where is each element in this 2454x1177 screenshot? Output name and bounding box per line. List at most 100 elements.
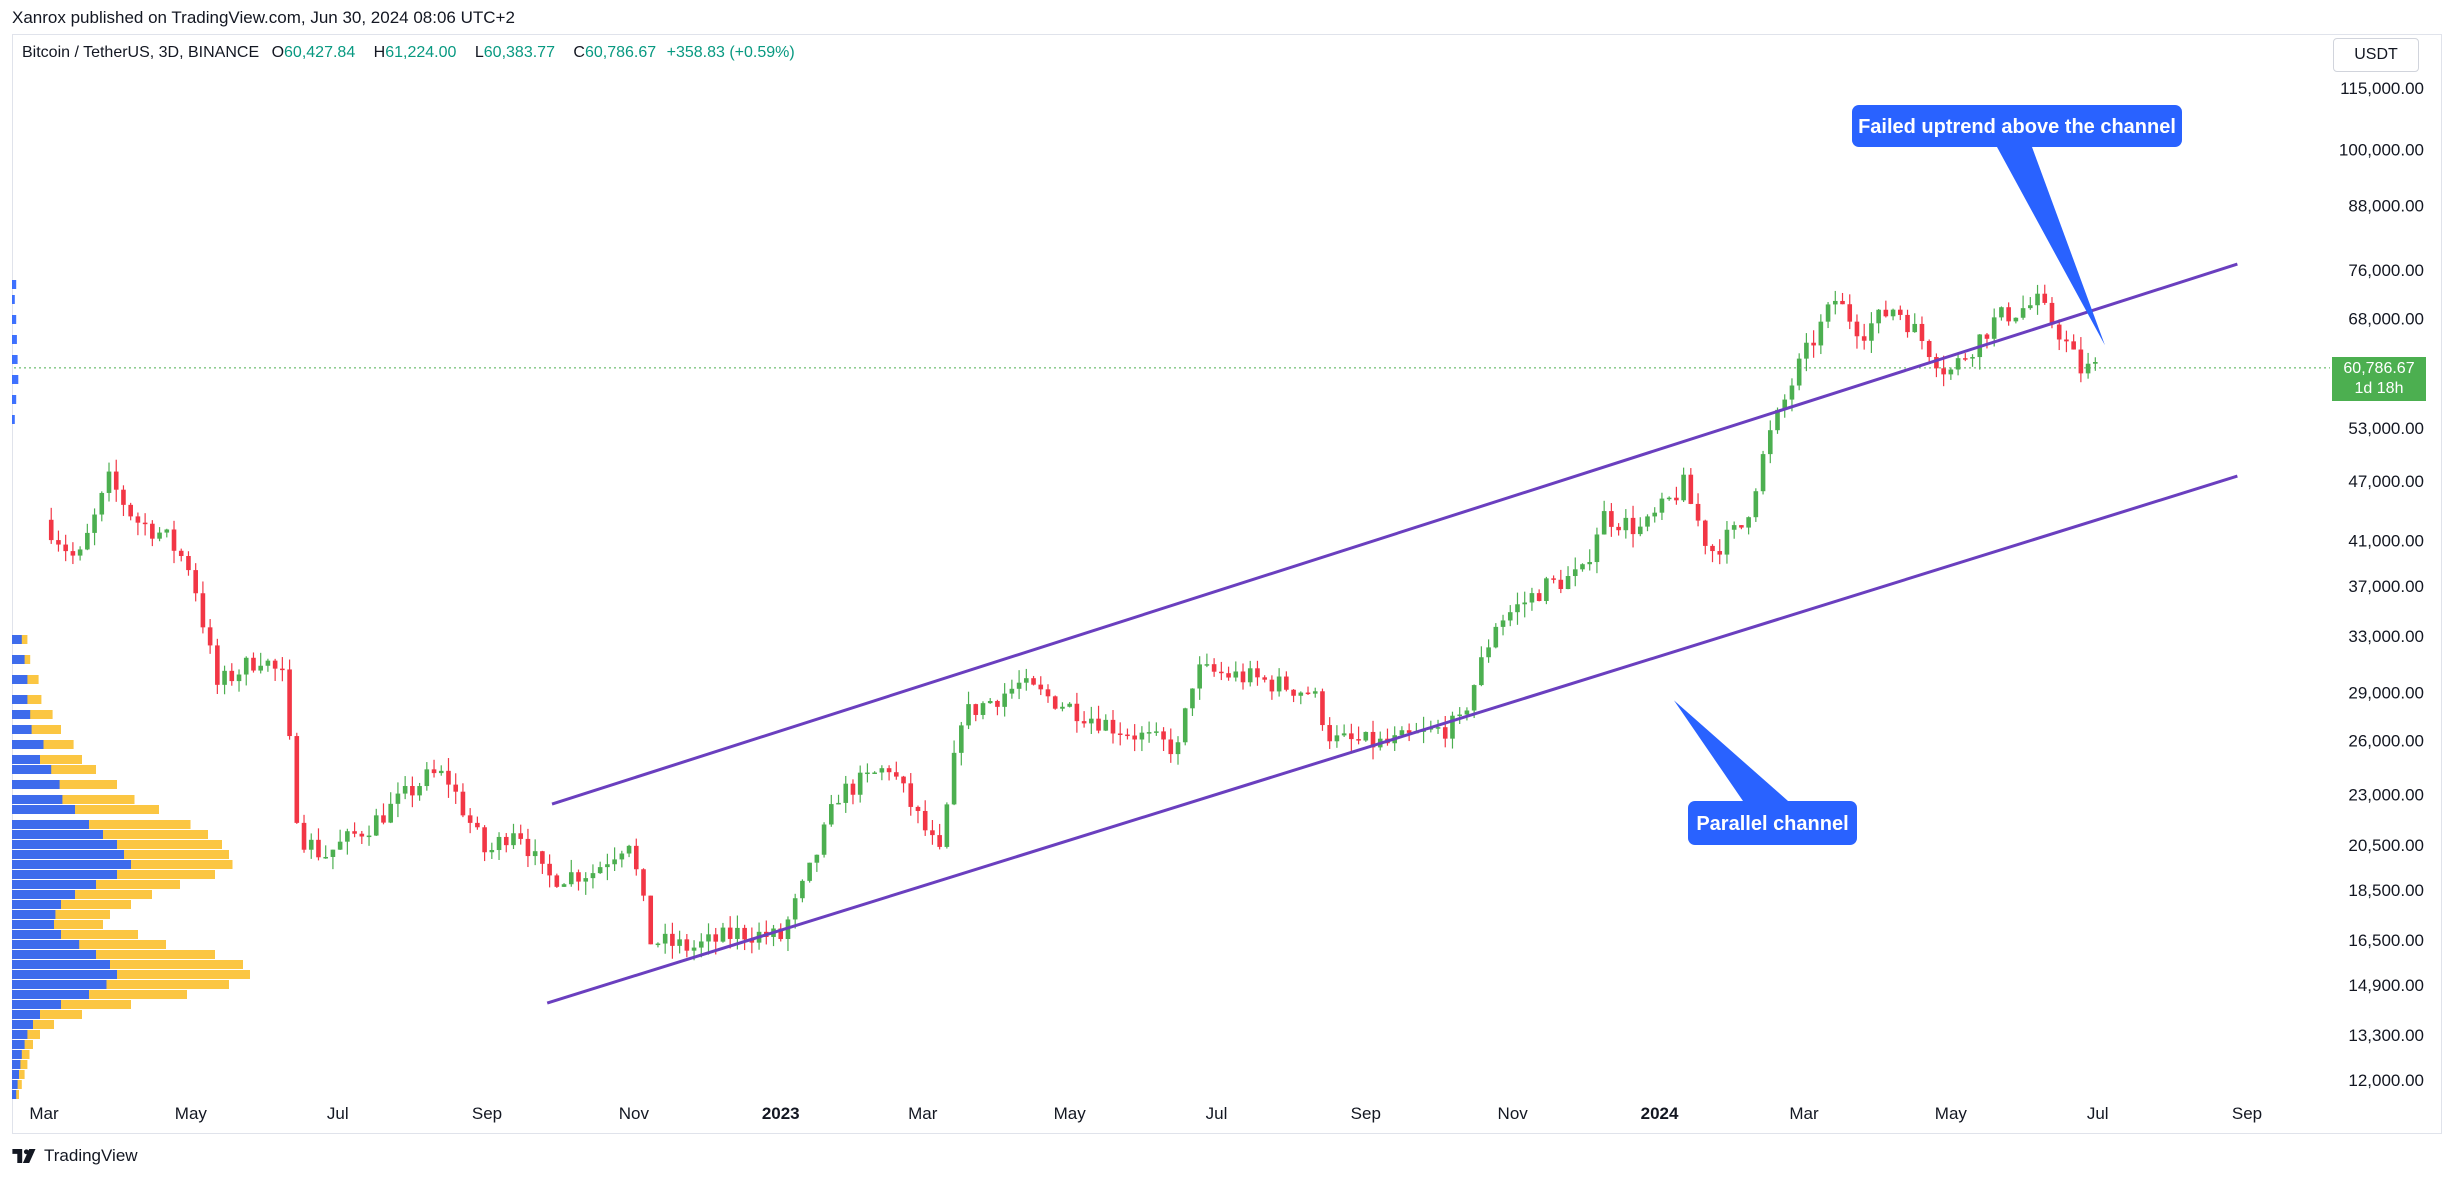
volume-profile-sell-bar — [12, 970, 117, 979]
tradingview-brand[interactable]: TradingView — [12, 1146, 138, 1166]
candle-up — [1182, 708, 1188, 743]
candle-down — [1081, 721, 1087, 724]
candle-down — [2049, 302, 2055, 325]
y-axis-tick-label: 13,300.00 — [2348, 1026, 2424, 1045]
candle-up — [1890, 309, 1896, 317]
candle-down — [178, 550, 184, 557]
y-axis-tick-label: 12,000.00 — [2348, 1071, 2424, 1090]
candle-up — [1298, 692, 1304, 696]
volume-profile-buy-bar — [12, 830, 208, 839]
candle-up — [265, 660, 271, 666]
y-axis-tick-label: 88,000.00 — [2348, 196, 2424, 215]
candle-up — [1652, 512, 1658, 517]
candle-up — [1623, 517, 1629, 531]
x-axis-tick-label: Jul — [1206, 1104, 1228, 1123]
candle-down — [135, 516, 141, 523]
candle-up — [1818, 321, 1824, 346]
candle-up — [2028, 305, 2033, 309]
candle-down — [150, 523, 155, 539]
candle-up — [1139, 732, 1145, 740]
candle-up — [308, 839, 314, 850]
candle-down — [922, 810, 928, 831]
chart-frame — [12, 34, 2442, 1134]
volume-profile-buy-bar — [12, 1010, 82, 1019]
candle-down — [633, 845, 639, 870]
candle-up — [959, 725, 964, 753]
last-price-value: 60,786.67 — [2343, 360, 2415, 377]
volume-profile-sell-bar — [12, 795, 63, 804]
candle-up — [1645, 516, 1650, 527]
candle-up — [1399, 730, 1405, 736]
candle-down — [359, 833, 365, 837]
candle-up — [1493, 626, 1499, 648]
volume-profile-sell-bar — [12, 1070, 19, 1079]
y-axis-tick-label: 29,000.00 — [2348, 684, 2424, 703]
volume-profile-sell-bar — [12, 1080, 18, 1089]
candle-down — [272, 660, 278, 669]
candle-down — [1045, 689, 1051, 697]
candle-up — [1659, 498, 1665, 513]
candle-up — [366, 835, 372, 838]
candle-down — [915, 806, 921, 811]
candle-up — [987, 701, 993, 704]
volume-profile-sell-bar — [12, 710, 31, 719]
candle-up — [1760, 454, 1766, 492]
low-value: 60,383.77 — [483, 44, 555, 61]
candle-down — [540, 851, 545, 864]
candle-up — [1753, 491, 1759, 518]
candle-down — [2078, 349, 2084, 374]
y-axis-tick-label: 18,500.00 — [2348, 881, 2424, 900]
candle-up — [1565, 576, 1571, 590]
volume-profile-sell-bar — [12, 950, 96, 959]
candle-down — [1616, 526, 1621, 531]
candle-down — [778, 928, 784, 940]
candle-up — [1312, 691, 1318, 694]
candle-up — [1435, 727, 1441, 729]
symbol-name[interactable]: Bitcoin / TetherUS, 3D, BINANCE — [22, 44, 260, 61]
candle-down — [1406, 730, 1412, 733]
volume-profile-sell-bar — [12, 850, 124, 859]
candle-down — [453, 784, 459, 792]
candle-down — [503, 836, 509, 846]
volume-profile-sell-bar — [12, 1040, 25, 1049]
candle-down — [742, 927, 747, 940]
close-label: C — [573, 44, 585, 61]
candle-up — [85, 532, 90, 550]
volume-profile-sell-bar — [12, 1030, 28, 1039]
candle-up — [1507, 612, 1513, 621]
candle-up — [1529, 593, 1535, 603]
volume-profile-sell-bar — [12, 1090, 17, 1099]
volume-profile-sell-bar — [12, 295, 15, 304]
candle-down — [1161, 731, 1166, 740]
y-axis-tick-label: 47,000.00 — [2348, 472, 2424, 491]
volume-profile-sell-bar — [12, 1060, 21, 1069]
candle-down — [381, 815, 386, 823]
candle-down — [1717, 551, 1723, 555]
candle-up — [1190, 688, 1195, 709]
candle-up — [821, 824, 827, 855]
candle-up — [438, 770, 444, 774]
candle-up — [1955, 358, 1961, 370]
candle-down — [2042, 293, 2048, 303]
volume-profile-sell-bar — [12, 635, 22, 644]
candle-down — [1941, 368, 1946, 375]
volume-profile-buy-bar — [12, 970, 250, 979]
candle-up — [345, 831, 350, 842]
candle-down — [1919, 323, 1925, 341]
candle-up — [1782, 399, 1788, 410]
x-axis-tick-label: May — [175, 1104, 208, 1123]
candle-down — [1038, 684, 1044, 690]
x-axis-tick-label: 2023 — [762, 1104, 800, 1123]
x-axis-tick-label: Sep — [472, 1104, 502, 1123]
open-label: O — [271, 44, 285, 61]
x-axis-tick-label: Jul — [327, 1104, 349, 1123]
callout-box — [1852, 105, 2182, 147]
currency-selector[interactable]: USDT — [2333, 38, 2419, 72]
candle-up — [1500, 620, 1506, 627]
candle-up — [532, 851, 538, 857]
candle-up — [106, 471, 112, 493]
candle-down — [749, 939, 755, 943]
candle-up — [1060, 706, 1065, 709]
candle-down — [2006, 307, 2011, 322]
